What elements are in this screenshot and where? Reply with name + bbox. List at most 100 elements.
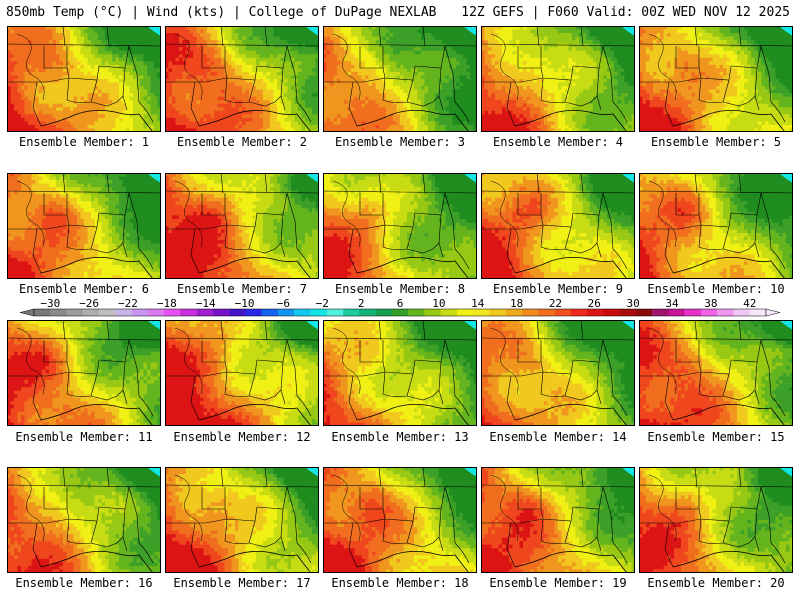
colorbar-segment bbox=[294, 309, 311, 316]
temperature-field bbox=[165, 467, 319, 573]
colorbar-tick-label: 26 bbox=[588, 297, 601, 310]
colorbar-segment bbox=[391, 309, 409, 316]
ensemble-member-map bbox=[323, 320, 477, 426]
map-frame bbox=[165, 320, 319, 426]
temperature-field bbox=[165, 320, 319, 426]
colorbar-tick-label: −18 bbox=[157, 297, 177, 310]
state-borders bbox=[639, 173, 793, 279]
colorbar-segment bbox=[587, 309, 604, 316]
state-borders bbox=[323, 173, 477, 279]
colorbar-segment bbox=[50, 309, 67, 316]
temperature-field bbox=[639, 467, 793, 573]
colorbar-segment bbox=[66, 309, 83, 316]
ensemble-member-label: Ensemble Member: 13 bbox=[321, 430, 479, 444]
colorbar-tick-label: 30 bbox=[627, 297, 640, 310]
ensemble-member-map bbox=[639, 467, 793, 573]
colorbar-segment bbox=[229, 309, 246, 316]
ensemble-member-label: Ensemble Member: 10 bbox=[637, 282, 795, 296]
colorbar-segment bbox=[603, 309, 620, 316]
colorbar-segment bbox=[261, 309, 279, 316]
state-borders bbox=[481, 26, 635, 132]
map-frame bbox=[323, 173, 477, 279]
ensemble-member-label: Ensemble Member: 2 bbox=[163, 135, 321, 149]
ensemble-member-label: Ensemble Member: 6 bbox=[5, 282, 163, 296]
colorbar-tick-label: 22 bbox=[549, 297, 562, 310]
ensemble-member-map bbox=[481, 467, 635, 573]
map-frame bbox=[323, 467, 477, 573]
ensemble-member-map bbox=[323, 26, 477, 132]
map-frame bbox=[165, 26, 319, 132]
ensemble-member-map bbox=[165, 467, 319, 573]
ensemble-member-map bbox=[639, 320, 793, 426]
state-borders bbox=[481, 320, 635, 426]
state-borders bbox=[639, 320, 793, 426]
map-frame bbox=[639, 467, 793, 573]
colorbar-legend: −30 −26 −22 −18 −14 −10 −6 −2 2 6 10 14 18 22 26 30 34 38… bbox=[8, 297, 792, 319]
colorbar-tick-label: 18 bbox=[510, 297, 523, 310]
colorbar-segment bbox=[489, 309, 506, 316]
map-frame bbox=[639, 173, 793, 279]
colorbar-segment bbox=[684, 309, 702, 316]
colorbar-tick-label: 42 bbox=[743, 297, 756, 310]
temperature-field bbox=[481, 320, 635, 426]
colorbar-tick-label: −30 bbox=[40, 297, 60, 310]
map-frame bbox=[165, 467, 319, 573]
header-title-right: 12Z GEFS | F060 Valid: 00Z WED NOV 12 20… bbox=[461, 5, 790, 21]
colorbar-segment bbox=[522, 309, 539, 316]
ensemble-member-label: Ensemble Member: 19 bbox=[479, 576, 637, 590]
map-frame bbox=[7, 467, 161, 573]
state-borders bbox=[323, 26, 477, 132]
ensemble-member-map bbox=[323, 467, 477, 573]
map-frame bbox=[481, 173, 635, 279]
ensemble-member-map bbox=[7, 173, 161, 279]
ensemble-member-map bbox=[323, 173, 477, 279]
map-frame bbox=[7, 320, 161, 426]
colorbar-segment bbox=[700, 309, 718, 316]
temperature-field bbox=[7, 467, 161, 573]
temperature-field bbox=[639, 173, 793, 279]
state-borders bbox=[165, 26, 319, 132]
colorbar-tick-label: −10 bbox=[235, 297, 255, 310]
colorbar-segment bbox=[652, 309, 669, 316]
temperature-field bbox=[323, 173, 477, 279]
ensemble-member-map bbox=[481, 173, 635, 279]
temperature-field bbox=[481, 26, 635, 132]
colorbar-segment bbox=[34, 309, 51, 316]
ensemble-member-label: Ensemble Member: 7 bbox=[163, 282, 321, 296]
state-borders bbox=[323, 320, 477, 426]
colorbar-segment bbox=[310, 309, 327, 316]
colorbar-tick-label: 14 bbox=[471, 297, 485, 310]
colorbar-segment bbox=[278, 309, 295, 316]
state-borders bbox=[481, 173, 635, 279]
colorbar-segment bbox=[619, 309, 637, 316]
ensemble-member-label: Ensemble Member: 17 bbox=[163, 576, 321, 590]
colorbar-tick-label: −26 bbox=[79, 297, 99, 310]
temperature-field bbox=[7, 26, 161, 132]
colorbar-segment bbox=[635, 309, 653, 316]
state-borders bbox=[7, 320, 161, 426]
ensemble-member-map bbox=[165, 173, 319, 279]
state-borders bbox=[481, 467, 635, 573]
colorbar-segment bbox=[359, 309, 376, 316]
ensemble-member-label: Ensemble Member: 5 bbox=[637, 135, 795, 149]
ensemble-member-map bbox=[639, 26, 793, 132]
state-borders bbox=[7, 26, 161, 132]
colorbar-tick-label: 38 bbox=[704, 297, 717, 310]
colorbar-segment bbox=[668, 309, 685, 316]
colorbar-tick-label: 10 bbox=[432, 297, 445, 310]
map-frame bbox=[7, 173, 161, 279]
colorbar-segment bbox=[749, 309, 767, 316]
map-frame bbox=[481, 320, 635, 426]
colorbar-segment bbox=[717, 309, 734, 316]
map-frame bbox=[165, 173, 319, 279]
colorbar-segment bbox=[473, 309, 490, 316]
colorbar-tick-label: 6 bbox=[397, 297, 404, 310]
temperature-field bbox=[481, 467, 635, 573]
map-frame bbox=[639, 320, 793, 426]
colorbar-arrow-left bbox=[19, 308, 35, 317]
temperature-field bbox=[323, 320, 477, 426]
ensemble-member-label: Ensemble Member: 14 bbox=[479, 430, 637, 444]
colorbar-segment bbox=[147, 309, 165, 316]
ensemble-member-label: Ensemble Member: 16 bbox=[5, 576, 163, 590]
temperature-field bbox=[639, 320, 793, 426]
